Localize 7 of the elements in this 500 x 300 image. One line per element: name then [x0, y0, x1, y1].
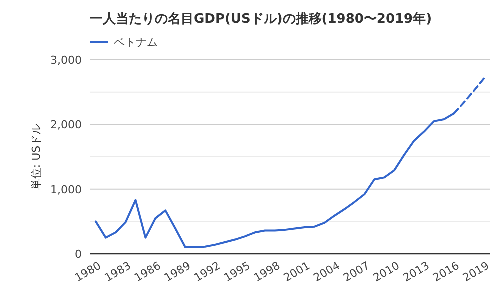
y-tick-label: 0	[75, 248, 82, 261]
legend-label: ベトナム	[114, 36, 158, 49]
chart-title: 一人当たりの名目GDP(USドル)の推移(1980〜2019年)	[90, 12, 432, 27]
y-tick-label: 2,000	[50, 118, 82, 132]
y-tick-label: 1,000	[50, 183, 82, 196]
y-tick-label: 3,000	[50, 54, 82, 67]
y-axis-title: 単位: USドル	[30, 124, 43, 190]
